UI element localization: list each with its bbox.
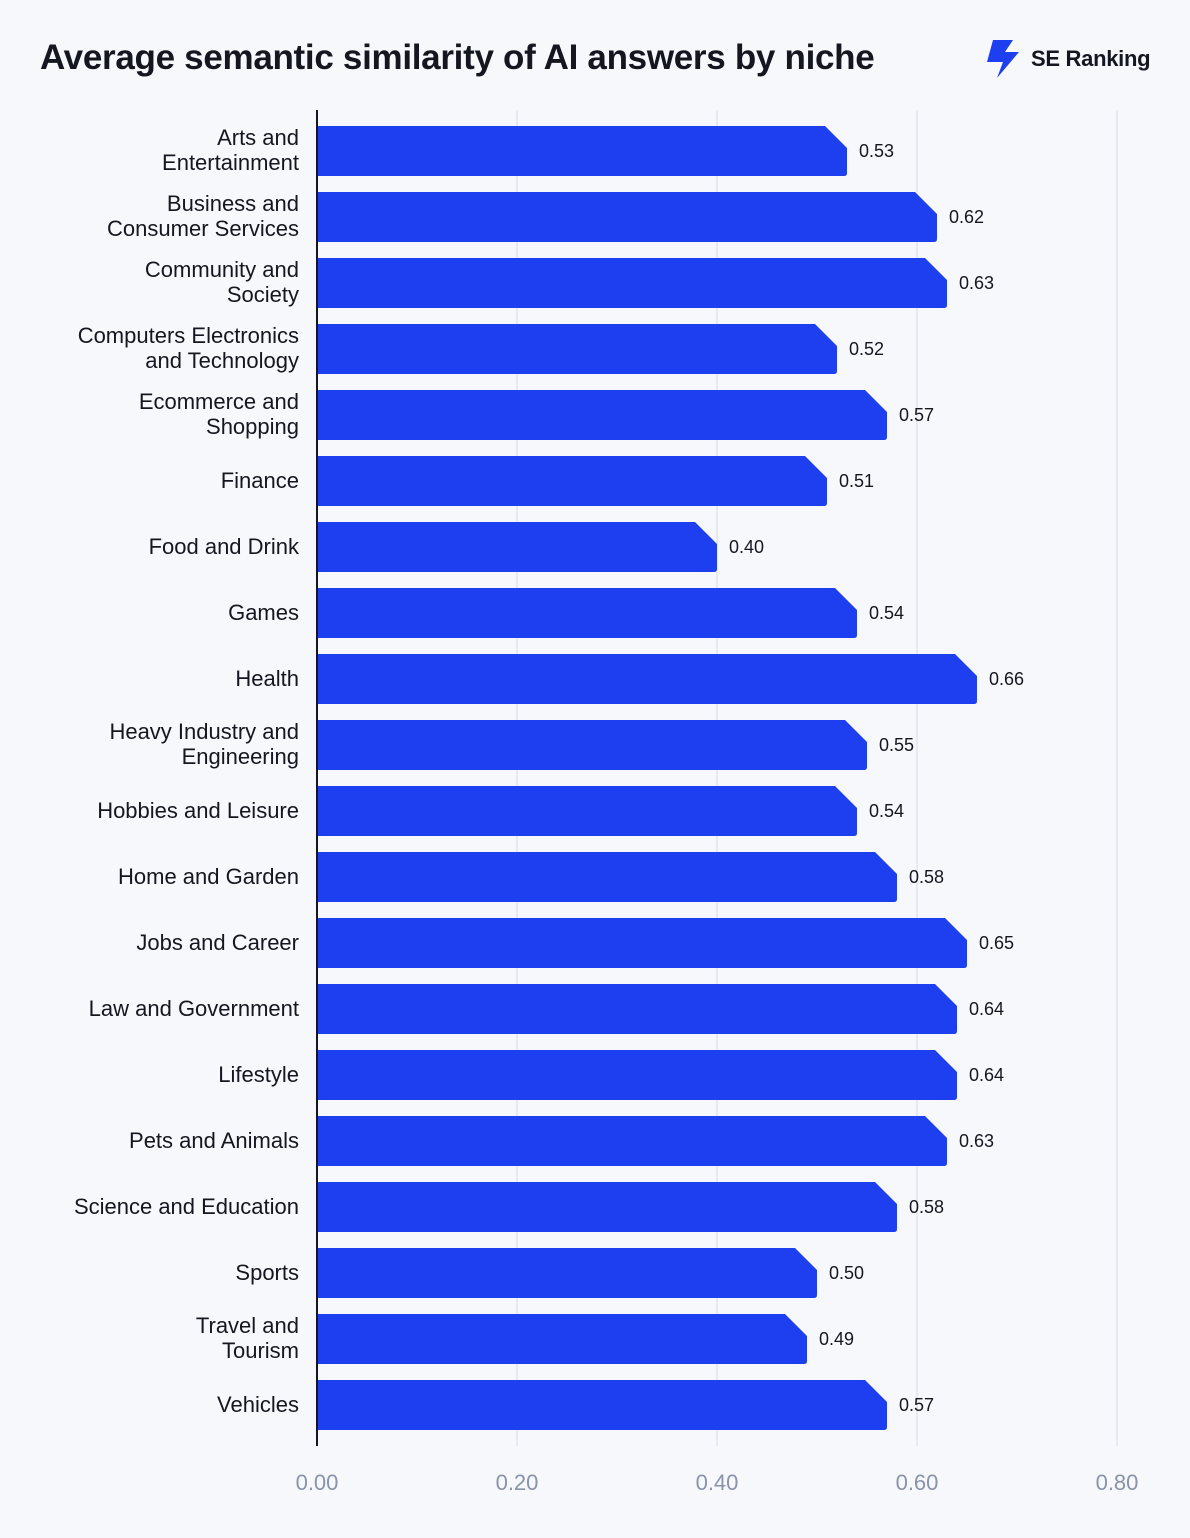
x-tick-label: 0.80 <box>1096 1470 1139 1495</box>
bar <box>317 192 937 242</box>
bar <box>317 786 857 836</box>
bar <box>317 390 887 440</box>
value-label: 0.52 <box>849 339 884 359</box>
value-label: 0.57 <box>899 405 934 425</box>
category-label: Lifestyle <box>218 1061 299 1087</box>
value-label: 0.63 <box>959 1131 994 1151</box>
bar <box>317 324 837 374</box>
bar <box>317 1314 807 1364</box>
category-label: Pets and Animals <box>129 1127 299 1153</box>
value-label: 0.54 <box>869 801 904 821</box>
category-label: Games <box>228 599 299 625</box>
lightning-bolt-icon <box>987 40 1019 78</box>
bar <box>317 1050 957 1100</box>
category-label: Computers Electronics and Technology <box>77 323 299 373</box>
brand-name: SE Ranking <box>1031 46 1151 71</box>
category-label: Food and Drink <box>148 533 299 559</box>
x-tick-label: 0.20 <box>496 1470 539 1495</box>
value-label: 0.58 <box>909 867 944 887</box>
bar <box>317 852 897 902</box>
value-label: 0.49 <box>819 1329 854 1349</box>
grid-lines <box>516 110 1118 1446</box>
bar <box>317 1248 817 1298</box>
brand-logo: SE Ranking <box>985 38 1151 80</box>
bar <box>317 918 967 968</box>
bars <box>317 126 977 1430</box>
bar <box>317 1116 947 1166</box>
value-label: 0.65 <box>979 933 1014 953</box>
bar <box>317 984 957 1034</box>
value-label: 0.57 <box>899 1395 934 1415</box>
category-label: Home and Garden <box>118 863 299 889</box>
value-label: 0.64 <box>969 1065 1004 1085</box>
x-tick-label: 0.40 <box>696 1470 739 1495</box>
category-label: Jobs and Career <box>136 929 299 955</box>
category-label: Community and Society <box>144 257 299 307</box>
x-axis: 0.00 0.20 0.40 0.60 0.80 <box>296 1470 1139 1495</box>
bar <box>317 1182 897 1232</box>
bar <box>317 654 977 704</box>
value-label: 0.62 <box>949 207 984 227</box>
category-label: Heavy Industry and Engineering <box>109 719 299 769</box>
value-label: 0.58 <box>909 1197 944 1217</box>
chart-title: Average semantic similarity of AI answer… <box>40 38 875 77</box>
bar <box>317 522 717 572</box>
category-label: Travel and Tourism <box>195 1313 299 1363</box>
category-label: Health <box>235 665 299 691</box>
value-label: 0.54 <box>869 603 904 623</box>
category-label: Vehicles <box>217 1391 299 1417</box>
value-label: 0.40 <box>729 537 764 557</box>
category-label: Finance <box>220 467 299 493</box>
bar <box>317 258 947 308</box>
bar <box>317 1380 887 1430</box>
value-label: 0.51 <box>839 471 874 491</box>
bar <box>317 456 827 506</box>
category-label: Science and Education <box>73 1193 299 1219</box>
category-label: Hobbies and Leisure <box>97 797 299 823</box>
bar <box>317 588 857 638</box>
category-label: Law and Government <box>88 995 299 1021</box>
category-label: Arts and Entertainment <box>162 125 299 175</box>
value-labels: 0.53 0.62 0.63 0.52 0.57 0.51 0.40 0.54 0.66 0.55… <box>729 141 1024 1415</box>
category-label: Sports <box>235 1259 299 1285</box>
value-label: 0.50 <box>829 1263 864 1283</box>
x-tick-label: 0.00 <box>296 1470 339 1495</box>
category-label: Business and Consumer Services <box>107 191 299 241</box>
value-label: 0.55 <box>879 735 914 755</box>
category-label: Ecommerce and Shopping <box>138 389 299 439</box>
value-label: 0.63 <box>959 273 994 293</box>
x-tick-label: 0.60 <box>896 1470 939 1495</box>
bar <box>317 126 847 176</box>
value-label: 0.64 <box>969 999 1004 1019</box>
value-label: 0.53 <box>859 141 894 161</box>
bar <box>317 720 867 770</box>
value-label: 0.66 <box>989 669 1024 689</box>
